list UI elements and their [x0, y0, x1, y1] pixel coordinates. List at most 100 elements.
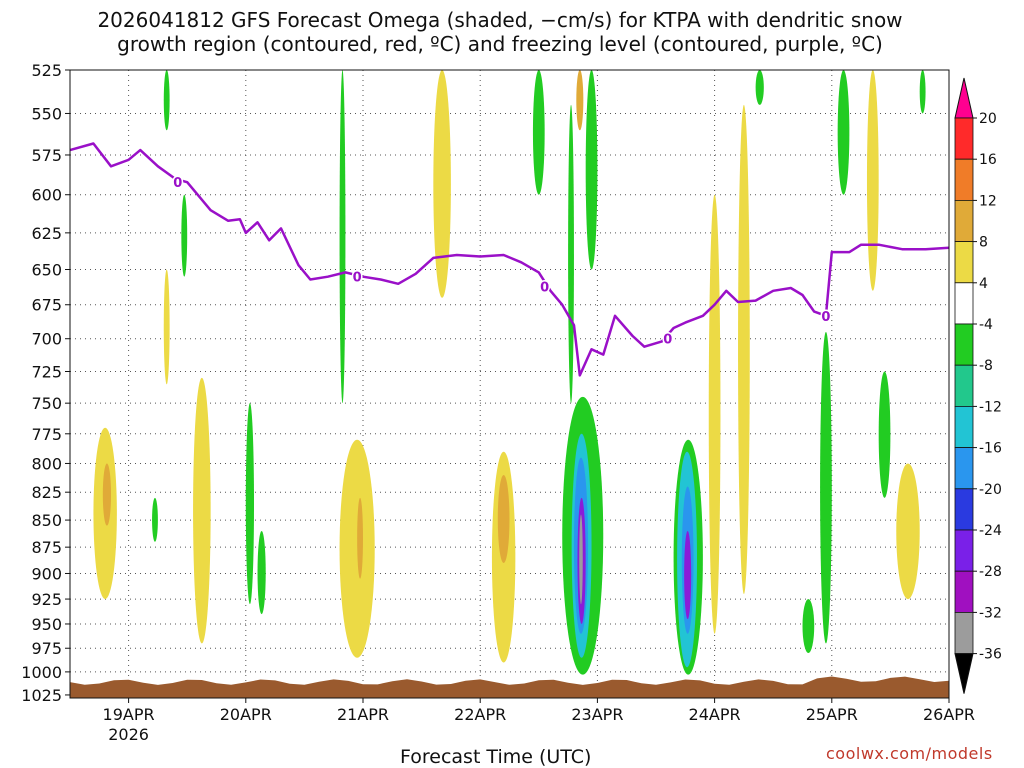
- omega-region-green: [837, 69, 850, 195]
- colorbar-label: -4: [979, 317, 993, 333]
- colorbar-label: -24: [979, 523, 1002, 539]
- omega-region-green: [181, 194, 188, 277]
- omega-region-green: [152, 497, 158, 542]
- y-tick-label: 1000: [21, 663, 62, 682]
- x-tick-label: 22APR: [454, 705, 506, 724]
- omega-region-yellow: [163, 269, 170, 385]
- colorbar-segment: [954, 488, 974, 531]
- y-tick-label: 575: [31, 146, 62, 165]
- omega-region-green: [820, 332, 832, 644]
- colorbar-label: -36: [979, 647, 1002, 663]
- x-axis-label: Forecast Time (UTC): [400, 746, 592, 768]
- colorbar-label: -20: [979, 482, 1002, 498]
- freezing-level-contour: 0 0 0 0 0: [69, 142, 950, 377]
- y-tick-label: 675: [31, 296, 62, 315]
- colorbar-segment: [954, 364, 974, 407]
- x-tick-label: 25APR: [806, 705, 858, 724]
- omega-region-yellow: [738, 104, 750, 595]
- omega-region-gray: [579, 514, 583, 605]
- colorbar-segment: [954, 570, 974, 613]
- omega-region-green: [919, 70, 926, 114]
- chart-title: 2026041812 GFS Forecast Omega (shaded, −…: [97, 8, 903, 56]
- omega-region-green: [802, 599, 815, 654]
- colorbar: 20 16 12 8 4 -4 -8 -12 -16 -20 -24 -28 -32 -36: [954, 77, 1002, 694]
- omega-shading: [93, 69, 926, 675]
- colorbar-segment: [954, 323, 974, 366]
- omega-region-green: [339, 70, 346, 404]
- y-tick-label: 950: [31, 615, 62, 634]
- colorbar-segment: [954, 612, 974, 655]
- omega-region-yellow: [896, 463, 920, 600]
- y-tick-label: 800: [31, 454, 62, 473]
- x-tick-label: 21APR: [337, 705, 389, 724]
- colorbar-segment: [954, 241, 974, 284]
- freezing-level-contour-label: 0: [173, 176, 182, 191]
- omega-region-green: [245, 403, 255, 605]
- ground-layer: [70, 676, 949, 698]
- omega-region-green: [878, 371, 891, 498]
- omega-region-green: [257, 531, 266, 615]
- colorbar-segment: [954, 158, 974, 201]
- y-tick-label: 600: [31, 186, 62, 205]
- y-tick-label: 775: [31, 425, 62, 444]
- x-tick-label: 20APR: [220, 705, 272, 724]
- x-tick-label: 26APR: [923, 705, 975, 724]
- y-tick-label: 725: [31, 362, 62, 381]
- x-tick-label: 24APR: [689, 705, 741, 724]
- colorbar-segment: [954, 405, 974, 448]
- omega-region-green: [755, 70, 764, 105]
- omega-region-yellow: [866, 70, 879, 291]
- colorbar-label: -28: [979, 564, 1002, 580]
- freezing-level-line: [69, 142, 950, 377]
- y-tick-label: 550: [31, 104, 62, 123]
- y-tick-label: 900: [31, 564, 62, 583]
- colorbar-segment: [954, 282, 974, 325]
- y-tick-label: 700: [31, 330, 62, 349]
- omega-region-yellow: [708, 194, 721, 634]
- omega-region-green: [532, 69, 545, 195]
- y-tick-label: 825: [31, 483, 62, 502]
- colorbar-label: 12: [979, 193, 997, 209]
- y-tick-label: 625: [31, 224, 62, 243]
- plot-frame: [69, 69, 950, 699]
- colorbar-segment: [954, 117, 974, 160]
- freezing-level-contour-label: 0: [353, 271, 362, 286]
- colorbar-label: -32: [979, 605, 1002, 621]
- y-tick-label: 525: [31, 61, 62, 80]
- y-tick-label: 650: [31, 260, 62, 279]
- colorbar-bottom-arrow: [954, 653, 974, 694]
- credit-link[interactable]: coolwx.com/models: [826, 744, 993, 763]
- omega-region-green: [585, 70, 598, 270]
- freezing-level-contour-label: 0: [821, 310, 830, 325]
- freezing-level-contour-label: 0: [540, 281, 549, 296]
- x-tick-label: 19APR: [103, 705, 155, 724]
- y-tick-label: 875: [31, 538, 62, 557]
- y-axis: 525 550 575 600 625 650 675 700 725 750 775 800 825 8…: [21, 61, 70, 705]
- colorbar-label: -16: [979, 441, 1002, 457]
- omega-region-orange: [102, 463, 112, 526]
- colorbar-label: 20: [979, 111, 997, 127]
- freezing-level-contour-label: 0: [663, 333, 672, 348]
- colorbar-label: 8: [979, 235, 988, 251]
- y-tick-label: 1025: [21, 686, 62, 705]
- omega-region-purple: [684, 531, 692, 620]
- x-tick-label: 23APR: [571, 705, 623, 724]
- y-tick-label: 925: [31, 590, 62, 609]
- colorbar-segment: [954, 447, 974, 490]
- omega-region-green: [163, 70, 170, 131]
- omega-region-orange: [576, 70, 584, 131]
- omega-region-yellow: [193, 377, 211, 644]
- y-tick-label: 850: [31, 511, 62, 530]
- colorbar-segment: [954, 529, 974, 572]
- omega-region-yellow: [339, 439, 375, 658]
- omega-region-yellow: [433, 70, 451, 298]
- colorbar-label: 4: [979, 276, 988, 292]
- omega-region-orange: [357, 497, 363, 579]
- x-axis: 19APR 20APR 21APR 22APR 23APR 24APR 25APR 26APR…: [103, 698, 975, 744]
- omega-region-green: [568, 104, 574, 404]
- x-year-label: 2026: [108, 725, 149, 744]
- omega-region-orange: [497, 475, 510, 564]
- colorbar-top-arrow: [954, 77, 974, 119]
- y-tick-label: 975: [31, 639, 62, 658]
